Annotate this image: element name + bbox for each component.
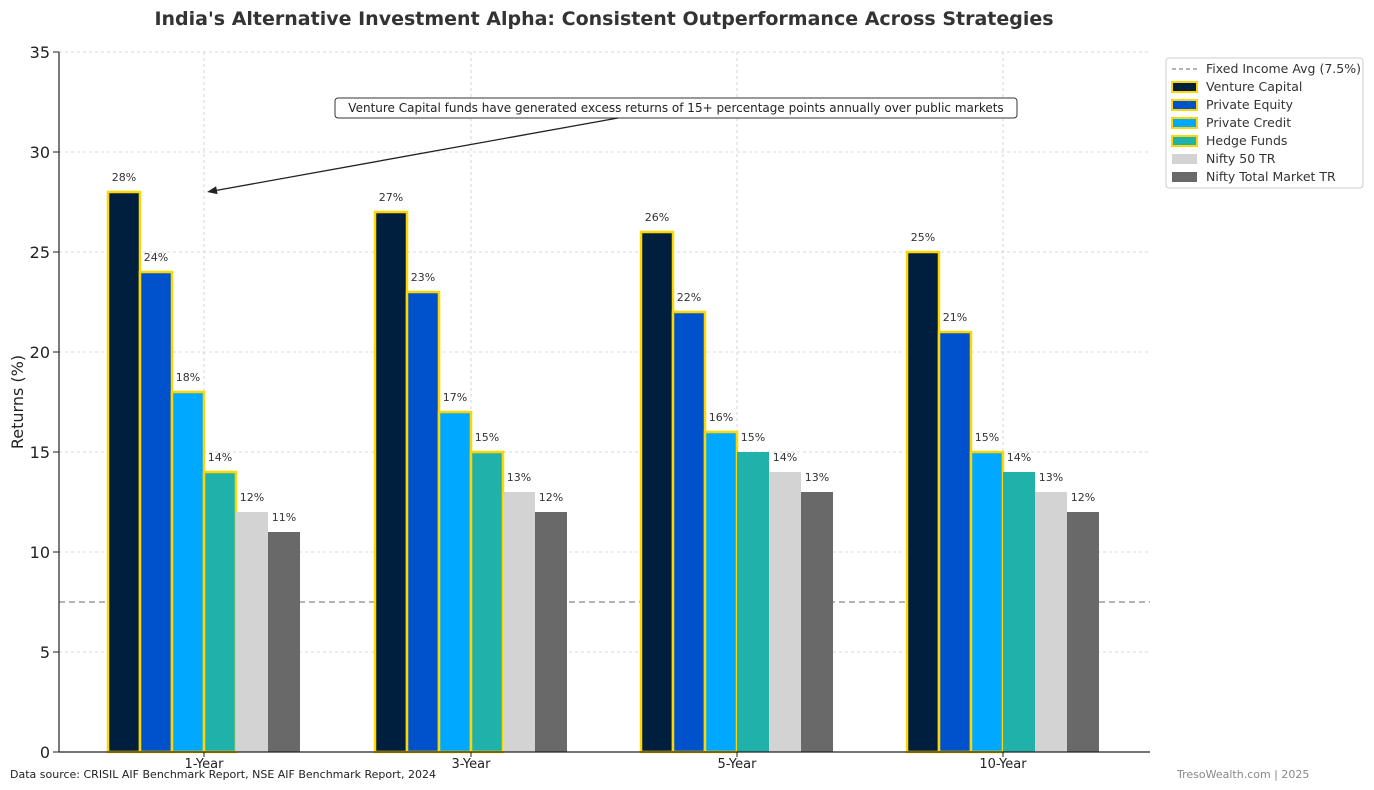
data-label: 23% [411, 271, 435, 284]
data-label: 21% [943, 311, 967, 324]
bar-hedge-funds-1-year [202, 470, 238, 754]
bar-nifty-total-market-tr-1-year [268, 532, 300, 752]
y-tick-label: 35 [30, 43, 50, 62]
bar-private-credit-5-year [703, 430, 739, 754]
axes: 0 5 10 15 20 25 30 35 1-Year 3-Year 5-Year 10-Year [30, 43, 1150, 772]
annotation: Venture Capital funds have generated exc… [207, 97, 1018, 195]
legend: Fixed Income Avg (7.5%) Venture Capital Pr… [1165, 57, 1364, 189]
legend-label-venture-capital: Venture Capital [1206, 79, 1302, 94]
y-tick-label: 5 [40, 643, 50, 662]
bar-hedge-funds-10-year [1003, 472, 1035, 752]
data-label: 17% [443, 391, 467, 404]
bar-private-equity-5-year [671, 310, 707, 754]
chart-title: India's Alternative Investment Alpha: Co… [154, 8, 1053, 30]
y-axis-label: Returns (%) [8, 355, 27, 449]
data-label: 22% [677, 291, 701, 304]
annotation-arrow [212, 117, 619, 192]
x-tick-label: 5-Year [718, 757, 758, 772]
legend-swatch-hedge-funds [1171, 135, 1198, 147]
y-tick-label: 25 [30, 243, 50, 262]
legend-label-private-equity: Private Equity [1206, 97, 1294, 112]
bar-hedge-funds-5-year [737, 452, 769, 752]
legend-label-nifty-50-tr: Nifty 50 TR [1206, 151, 1276, 166]
bar-private-credit-10-year [969, 450, 1005, 754]
y-tick-label: 30 [30, 143, 50, 162]
bar-private-equity-1-year [138, 270, 174, 754]
legend-box [1165, 57, 1364, 189]
annotation-box [334, 97, 1018, 119]
legend-label-hedge-funds: Hedge Funds [1206, 133, 1287, 148]
data-label: 27% [379, 191, 403, 204]
data-label: 11% [272, 511, 296, 524]
x-tick-label: 1-Year [185, 757, 225, 772]
data-label: 14% [208, 451, 232, 464]
y-tick-label: 15 [30, 443, 50, 462]
bar-nifty-total-market-tr-10-year [1067, 512, 1099, 752]
legend-swatch-private-credit [1171, 117, 1198, 129]
annotation-arrowhead [207, 186, 218, 195]
legend-swatch-nifty-total-market-tr [1172, 172, 1197, 182]
bar-nifty-total-market-tr-3-year [535, 512, 567, 752]
bar-nifty-50-tr-10-year [1035, 492, 1067, 752]
bar-private-credit-1-year [170, 390, 206, 754]
annotation-text: Venture Capital funds have generated exc… [348, 101, 1003, 115]
bar-venture-capital-3-year [373, 210, 409, 754]
data-label: 12% [1071, 491, 1095, 504]
bar-nifty-50-tr-3-year [503, 492, 535, 752]
data-source-note: Data source: CRISIL AIF Benchmark Report… [10, 768, 436, 781]
data-label: 25% [911, 231, 935, 244]
data-label: 15% [741, 431, 765, 444]
bar-private-equity-3-year [405, 290, 441, 754]
bar-venture-capital-10-year [905, 250, 941, 754]
legend-swatch-private-equity [1171, 99, 1198, 111]
data-label: 18% [176, 371, 200, 384]
y-tick-label: 10 [30, 543, 50, 562]
x-tick-label: 10-Year [979, 757, 1027, 772]
data-label: 28% [112, 171, 136, 184]
footer-credit: TresoWealth.com | 2025 [1177, 768, 1310, 781]
bar-venture-capital-1-year [106, 190, 142, 754]
data-label: 13% [805, 471, 829, 484]
bar-private-equity-10-year [937, 330, 973, 754]
legend-label-nifty-total-market-tr: Nifty Total Market TR [1206, 169, 1336, 184]
legend-swatch-nifty-50-tr [1172, 154, 1197, 164]
bar-nifty-total-market-tr-5-year [801, 492, 833, 752]
legend-label-reference: Fixed Income Avg (7.5%) [1206, 61, 1361, 76]
data-label: 16% [709, 411, 733, 424]
data-label: 15% [975, 431, 999, 444]
bar-venture-capital-5-year [639, 230, 675, 754]
data-label: 15% [475, 431, 499, 444]
x-tick-label: 3-Year [452, 757, 492, 772]
data-label: 13% [507, 471, 531, 484]
bars [106, 190, 1099, 754]
bar-nifty-50-tr-5-year [769, 472, 801, 752]
y-tick-label: 20 [30, 343, 50, 362]
data-label: 26% [645, 211, 669, 224]
data-label: 13% [1039, 471, 1063, 484]
bar-hedge-funds-3-year [469, 450, 505, 754]
data-label: 12% [539, 491, 563, 504]
data-label: 14% [1007, 451, 1031, 464]
y-tick-label: 0 [40, 743, 50, 762]
bar-private-credit-3-year [437, 410, 473, 754]
legend-swatch-venture-capital [1171, 81, 1198, 93]
data-label: 12% [240, 491, 264, 504]
bar-nifty-50-tr-1-year [236, 512, 268, 752]
data-label: 24% [144, 251, 168, 264]
legend-label-private-credit: Private Credit [1206, 115, 1291, 130]
value-labels: 28% 24% 18% 14% 12% 11% 27% 23% 17% 15% 13% 12% 26% 2… [112, 171, 1095, 524]
data-label: 14% [773, 451, 797, 464]
